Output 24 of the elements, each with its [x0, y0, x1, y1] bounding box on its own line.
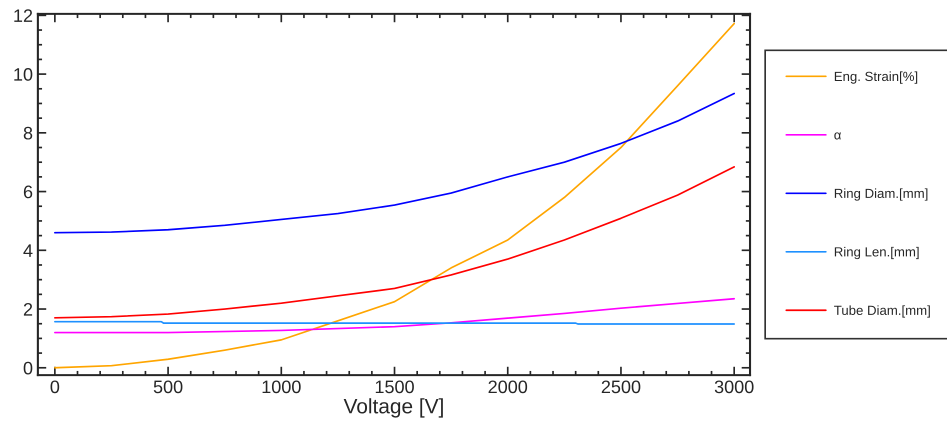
x-axis-title: Voltage [V]: [344, 398, 443, 418]
legend-label: Tube Diam.[mm]: [834, 305, 930, 318]
line-series: [54, 298, 736, 334]
x-tick-label: 1000: [262, 380, 301, 394]
x-tick-label: 1500: [376, 380, 414, 394]
x-tick-label: 0: [50, 380, 60, 394]
legend-label: α: [834, 132, 842, 140]
legend-label: Eng. Strain[%]: [834, 71, 918, 84]
y-tick-label: 2: [24, 302, 32, 316]
x-tick-label: 3000: [714, 380, 754, 394]
line-series: [54, 166, 736, 319]
y-tick-label: 6: [24, 186, 32, 198]
y-tick-label: 4: [23, 244, 32, 257]
line-series: [54, 22, 736, 369]
x-tick-label: 2500: [602, 380, 640, 394]
y-tick-label: 12: [14, 9, 32, 22]
y-tick-label: 0: [24, 362, 32, 374]
y-tick-label: 8: [24, 126, 32, 140]
legend-label: Ring Len.[mm]: [834, 246, 919, 260]
line-series: [54, 92, 736, 234]
y-tick-label: 10: [14, 68, 32, 81]
x-tick-label: 500: [154, 380, 182, 394]
x-tick-label: 2000: [488, 380, 528, 394]
legend-label: Ring Diam.[mm]: [834, 188, 928, 201]
